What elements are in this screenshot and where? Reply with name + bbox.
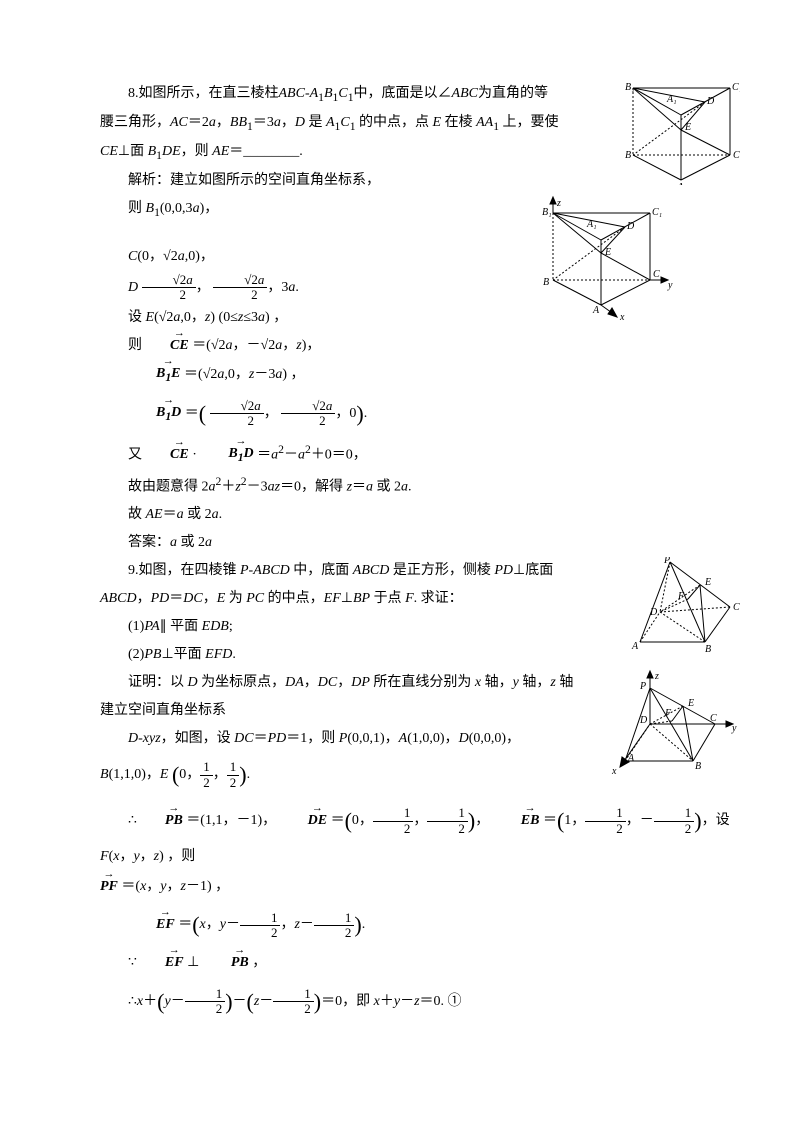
svg-text:B: B — [625, 150, 631, 161]
figure-4: z P E F D C y A B x — [610, 669, 740, 784]
answer: 答案：a 或 2a — [100, 529, 740, 557]
svg-text:x: x — [619, 312, 625, 323]
svg-text:P: P — [639, 681, 646, 692]
svg-text:D: D — [649, 607, 658, 618]
svg-text:x: x — [611, 766, 617, 777]
svg-text:C₁: C₁ — [652, 207, 662, 218]
svg-text:F: F — [677, 591, 685, 602]
svg-text:C: C — [653, 269, 660, 280]
svg-text:y: y — [731, 723, 737, 734]
pb-de-eb: ∴PB ＝(1,1，－1)， DE ＝(0，12，12)， EB ＝(1，12，… — [100, 799, 740, 871]
svg-text:B₁: B₁ — [542, 207, 552, 218]
svg-text:E: E — [684, 122, 691, 133]
vec-b1d: B1D ＝( 2a2， 2a2，0). — [100, 392, 740, 436]
svg-text:P: P — [663, 557, 670, 566]
svg-text:C: C — [710, 713, 717, 724]
svg-text:B: B — [543, 277, 549, 288]
svg-text:B: B — [705, 644, 711, 655]
dot-product: 又CE · B1D ＝a2－a2＋0＝0， — [100, 438, 740, 470]
ae-result: 故 AE＝a 或 2a. — [100, 501, 740, 529]
svg-text:A: A — [592, 305, 600, 316]
pyramid-figure-3: P E F D C A B — [630, 557, 740, 657]
svg-text:D: D — [639, 715, 648, 726]
svg-text:B₁: B₁ — [625, 82, 635, 93]
svg-text:y: y — [667, 280, 673, 291]
figure-3: P E F D C A B — [630, 557, 740, 657]
svg-text:A₁: A₁ — [586, 219, 597, 230]
prism-figure-2: z B₁ C₁ A₁ D E B C y A x — [535, 195, 680, 325]
svg-text:z: z — [556, 198, 561, 209]
svg-text:C: C — [733, 150, 740, 161]
figure-2: z B₁ C₁ A₁ D E B C y A x — [535, 195, 680, 325]
solve-line: 故由题意得 2a2＋z2－3az＝0，解得 z＝a 或 2a. — [100, 470, 740, 502]
svg-text:A: A — [627, 753, 635, 764]
svg-text:D: D — [706, 96, 715, 107]
svg-text:A: A — [631, 641, 639, 652]
figure-1: B₁ C₁ A₁ D E B C A — [625, 80, 740, 185]
svg-text:E: E — [604, 247, 611, 258]
svg-text:C: C — [733, 602, 740, 613]
vec-pf: PF ＝(x，y，z－1) ， — [100, 873, 740, 901]
svg-text:z: z — [654, 671, 659, 682]
last-line: ∴x＋(y－12)－(z－12)＝0，即 x＋y－z＝0. ① — [100, 980, 740, 1024]
svg-text:A₁: A₁ — [666, 94, 677, 105]
svg-text:F: F — [664, 708, 672, 719]
svg-text:D: D — [626, 221, 635, 232]
ef-perp-pb: ∵EF ⊥ PB ， — [100, 949, 740, 977]
vec-b1e: B1E ＝(2a,0，z－3a) ， — [100, 360, 740, 389]
vec-ce: 则CE ＝(2a，－2a，z)， — [100, 332, 740, 360]
prism-figure-1: B₁ C₁ A₁ D E B C A — [625, 80, 740, 185]
vec-ef: EF ＝(x，y－12，z－12). — [100, 903, 740, 947]
svg-text:C₁: C₁ — [732, 82, 740, 93]
pyramid-figure-4: z P E F D C y A B x — [610, 669, 740, 784]
svg-text:E: E — [687, 698, 694, 709]
svg-text:A: A — [676, 181, 684, 185]
svg-text:B: B — [695, 761, 701, 772]
svg-text:E: E — [704, 577, 711, 588]
